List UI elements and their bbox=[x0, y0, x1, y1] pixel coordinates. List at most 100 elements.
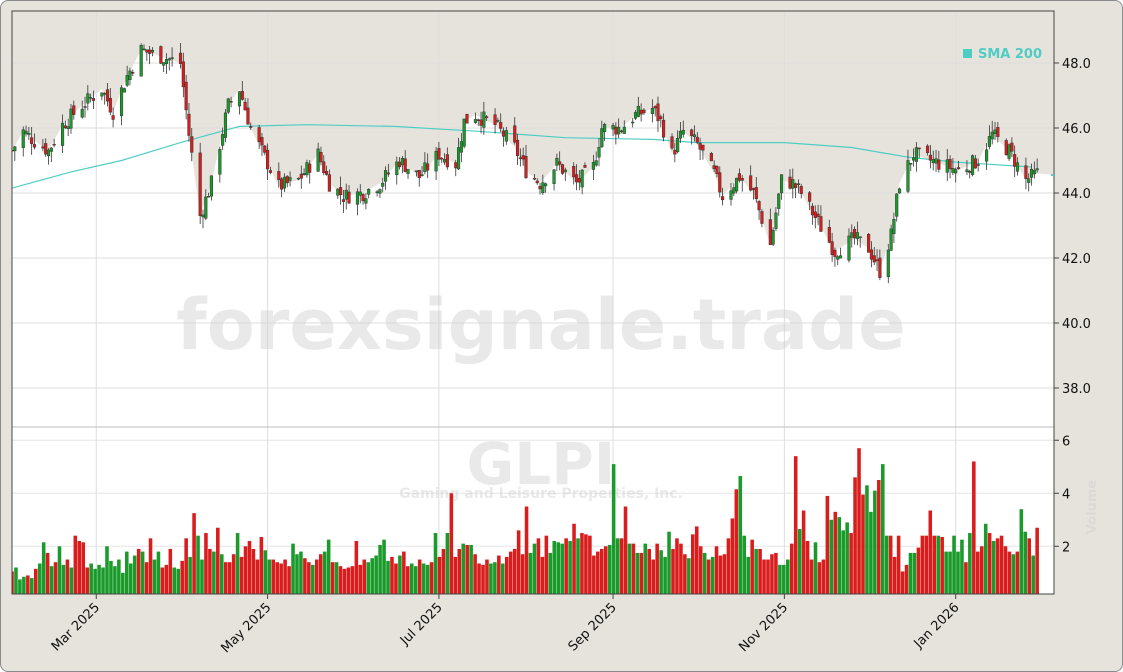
candle-down bbox=[148, 49, 152, 54]
legend-swatch bbox=[963, 49, 972, 58]
volume-bar bbox=[263, 550, 268, 594]
volume-bar bbox=[588, 535, 592, 594]
volume-bar bbox=[663, 556, 667, 594]
candle-down bbox=[229, 101, 233, 103]
candle-up bbox=[24, 130, 28, 135]
volume-bar bbox=[390, 556, 394, 594]
candle-up bbox=[729, 190, 733, 200]
candle-up bbox=[777, 193, 781, 209]
candle-up bbox=[889, 228, 893, 251]
volume-axis-label: Volume bbox=[1085, 480, 1100, 535]
candle-down bbox=[973, 158, 977, 169]
volume-bar bbox=[813, 542, 818, 594]
volume-bar bbox=[287, 566, 291, 594]
volume-bar bbox=[322, 551, 327, 594]
volume-bar bbox=[940, 537, 944, 594]
candle-down bbox=[131, 72, 135, 74]
volume-bar bbox=[532, 543, 537, 594]
candle-down bbox=[263, 145, 267, 153]
candle-down bbox=[721, 196, 725, 201]
candle-down bbox=[105, 89, 110, 102]
volume-tick-label: 4 bbox=[1062, 487, 1070, 502]
volume-bar bbox=[109, 560, 113, 594]
volume-bar bbox=[647, 548, 652, 594]
candle-down bbox=[260, 137, 264, 146]
volume-bar bbox=[694, 526, 699, 594]
volume-bar bbox=[667, 531, 671, 594]
candle-down bbox=[63, 125, 67, 129]
volume-bar bbox=[176, 568, 181, 594]
candle-up bbox=[49, 147, 53, 152]
volume-bar bbox=[402, 551, 406, 594]
candle-down bbox=[145, 49, 149, 53]
volume-bar bbox=[65, 559, 70, 594]
plot-border bbox=[11, 10, 1055, 595]
volume-bar bbox=[477, 563, 481, 594]
candle-down bbox=[515, 139, 520, 156]
candle-up bbox=[282, 176, 287, 189]
volume-bar bbox=[912, 552, 917, 594]
volume-bar bbox=[338, 566, 343, 594]
candle-up bbox=[100, 92, 104, 97]
candle-up bbox=[122, 88, 126, 93]
volume-bar bbox=[809, 559, 814, 594]
volume-bar bbox=[908, 552, 913, 594]
candle-up bbox=[355, 191, 360, 205]
volume-bar bbox=[504, 556, 509, 594]
candle-down bbox=[465, 113, 469, 124]
volume-bar bbox=[627, 543, 632, 594]
volume-bar bbox=[275, 562, 279, 594]
volume-bar bbox=[904, 564, 909, 594]
volume-bar bbox=[366, 562, 371, 594]
candle-down bbox=[917, 147, 921, 150]
volume-bar bbox=[805, 540, 810, 594]
candle-up bbox=[600, 128, 604, 148]
candle-up bbox=[580, 169, 584, 188]
volume-bar bbox=[196, 535, 200, 594]
volume-bar bbox=[991, 540, 996, 594]
candle-up bbox=[125, 75, 129, 86]
volume-bar bbox=[57, 546, 62, 594]
candle-up bbox=[892, 218, 896, 234]
candle-down bbox=[698, 142, 702, 150]
candle-down bbox=[499, 122, 503, 129]
volume-bar bbox=[398, 555, 402, 594]
volume-bar bbox=[497, 555, 501, 594]
volume-bar bbox=[188, 556, 192, 594]
company-watermark: Gaming and Leisure Properties, Inc. bbox=[399, 486, 683, 502]
volume-bar bbox=[821, 559, 826, 594]
candle-down bbox=[656, 103, 660, 122]
candle-down bbox=[524, 156, 528, 178]
candle-down bbox=[308, 163, 312, 173]
volume-bar bbox=[643, 543, 648, 594]
candle-down bbox=[41, 146, 45, 149]
volume-bar bbox=[160, 567, 165, 594]
volume-bar bbox=[216, 527, 220, 594]
candle-down bbox=[403, 158, 407, 172]
candle-down bbox=[695, 136, 699, 143]
candle-up bbox=[1015, 162, 1020, 172]
candle-down bbox=[493, 114, 497, 125]
candle-down bbox=[184, 81, 188, 111]
volume-bar bbox=[437, 556, 442, 594]
candle-up bbox=[237, 91, 242, 107]
price-tick-label: 40.0 bbox=[1062, 317, 1091, 332]
volume-bar bbox=[409, 563, 414, 594]
candle-up bbox=[288, 177, 292, 181]
candle-up bbox=[204, 196, 208, 219]
candle-up bbox=[945, 159, 949, 173]
candle-up bbox=[636, 105, 640, 117]
candle-up bbox=[80, 108, 84, 118]
candle-down bbox=[642, 109, 646, 114]
volume-bar bbox=[655, 543, 659, 594]
candle-down bbox=[560, 164, 565, 174]
price-tick-label: 44.0 bbox=[1062, 187, 1091, 202]
volume-bar bbox=[758, 548, 762, 594]
candle-up bbox=[383, 170, 388, 182]
volume-bar bbox=[508, 551, 513, 594]
candle-down bbox=[928, 154, 932, 161]
volume-bar bbox=[512, 548, 517, 594]
volume-bar bbox=[572, 523, 576, 594]
price-tick-label: 46.0 bbox=[1062, 122, 1091, 137]
candle-down bbox=[830, 241, 834, 255]
